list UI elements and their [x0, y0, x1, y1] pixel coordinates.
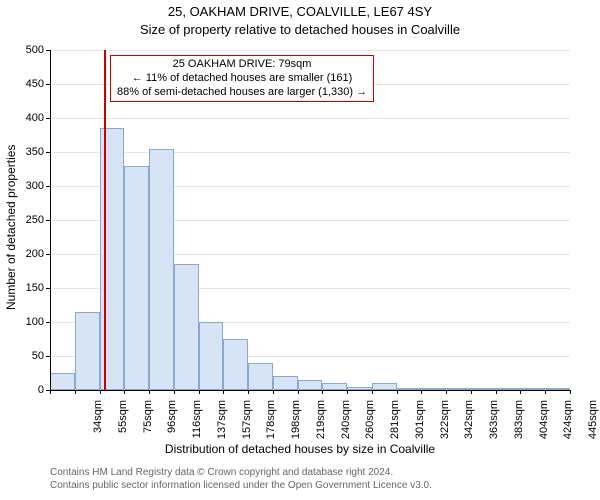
- histogram-bar: [298, 380, 323, 390]
- x-axis-line: [50, 390, 570, 391]
- histogram-bar: [322, 383, 347, 390]
- y-axis-label-text: Number of detached properties: [4, 145, 18, 310]
- ytick-label: 150: [26, 282, 50, 294]
- footer-attribution: Contains HM Land Registry data © Crown c…: [50, 466, 432, 492]
- y-axis-label: Number of detached properties: [4, 145, 18, 310]
- annotation-line: ← 11% of detached houses are smaller (16…: [117, 72, 367, 86]
- ytick-label: 500: [26, 44, 50, 56]
- ytick-label: 0: [38, 384, 50, 396]
- footer-line-2: Contains public sector information licen…: [50, 479, 432, 492]
- annotation-line: 88% of semi-detached houses are larger (…: [117, 86, 367, 100]
- ytick-label: 200: [26, 248, 50, 260]
- annotation-callout: 25 OAKHAM DRIVE: 79sqm← 11% of detached …: [110, 55, 374, 102]
- gridline: [50, 152, 570, 153]
- histogram-bar: [273, 376, 298, 390]
- ytick-label: 250: [26, 214, 50, 226]
- histogram-bar: [124, 166, 149, 390]
- property-size-marker-line: [104, 50, 106, 390]
- ytick-label: 50: [32, 350, 50, 362]
- ytick-label: 350: [26, 146, 50, 158]
- gridline: [50, 50, 570, 51]
- chart-plot-area: 05010015020025030035040045050034sqm55sqm…: [50, 50, 570, 390]
- page-title: 25, OAKHAM DRIVE, COALVILLE, LE67 4SY: [0, 4, 600, 19]
- histogram-bar: [174, 264, 199, 390]
- y-axis-line: [50, 50, 51, 390]
- x-axis-label: Distribution of detached houses by size …: [0, 442, 600, 456]
- histogram-bar: [372, 383, 397, 390]
- histogram-bar: [223, 339, 248, 390]
- histogram-bar: [248, 363, 273, 390]
- ytick-label: 400: [26, 112, 50, 124]
- page-subtitle: Size of property relative to detached ho…: [0, 22, 600, 37]
- gridline: [50, 118, 570, 119]
- annotation-line: 25 OAKHAM DRIVE: 79sqm: [117, 58, 367, 72]
- histogram-bar: [75, 312, 100, 390]
- histogram-bar: [149, 149, 174, 390]
- chart-root: 25, OAKHAM DRIVE, COALVILLE, LE67 4SY Si…: [0, 0, 600, 500]
- histogram-bar: [50, 373, 75, 390]
- ytick-label: 300: [26, 180, 50, 192]
- histogram-bar: [199, 322, 224, 390]
- footer-line-1: Contains HM Land Registry data © Crown c…: [50, 466, 432, 479]
- ytick-label: 450: [26, 78, 50, 90]
- ytick-label: 100: [26, 316, 50, 328]
- xtick-mark: [570, 390, 571, 394]
